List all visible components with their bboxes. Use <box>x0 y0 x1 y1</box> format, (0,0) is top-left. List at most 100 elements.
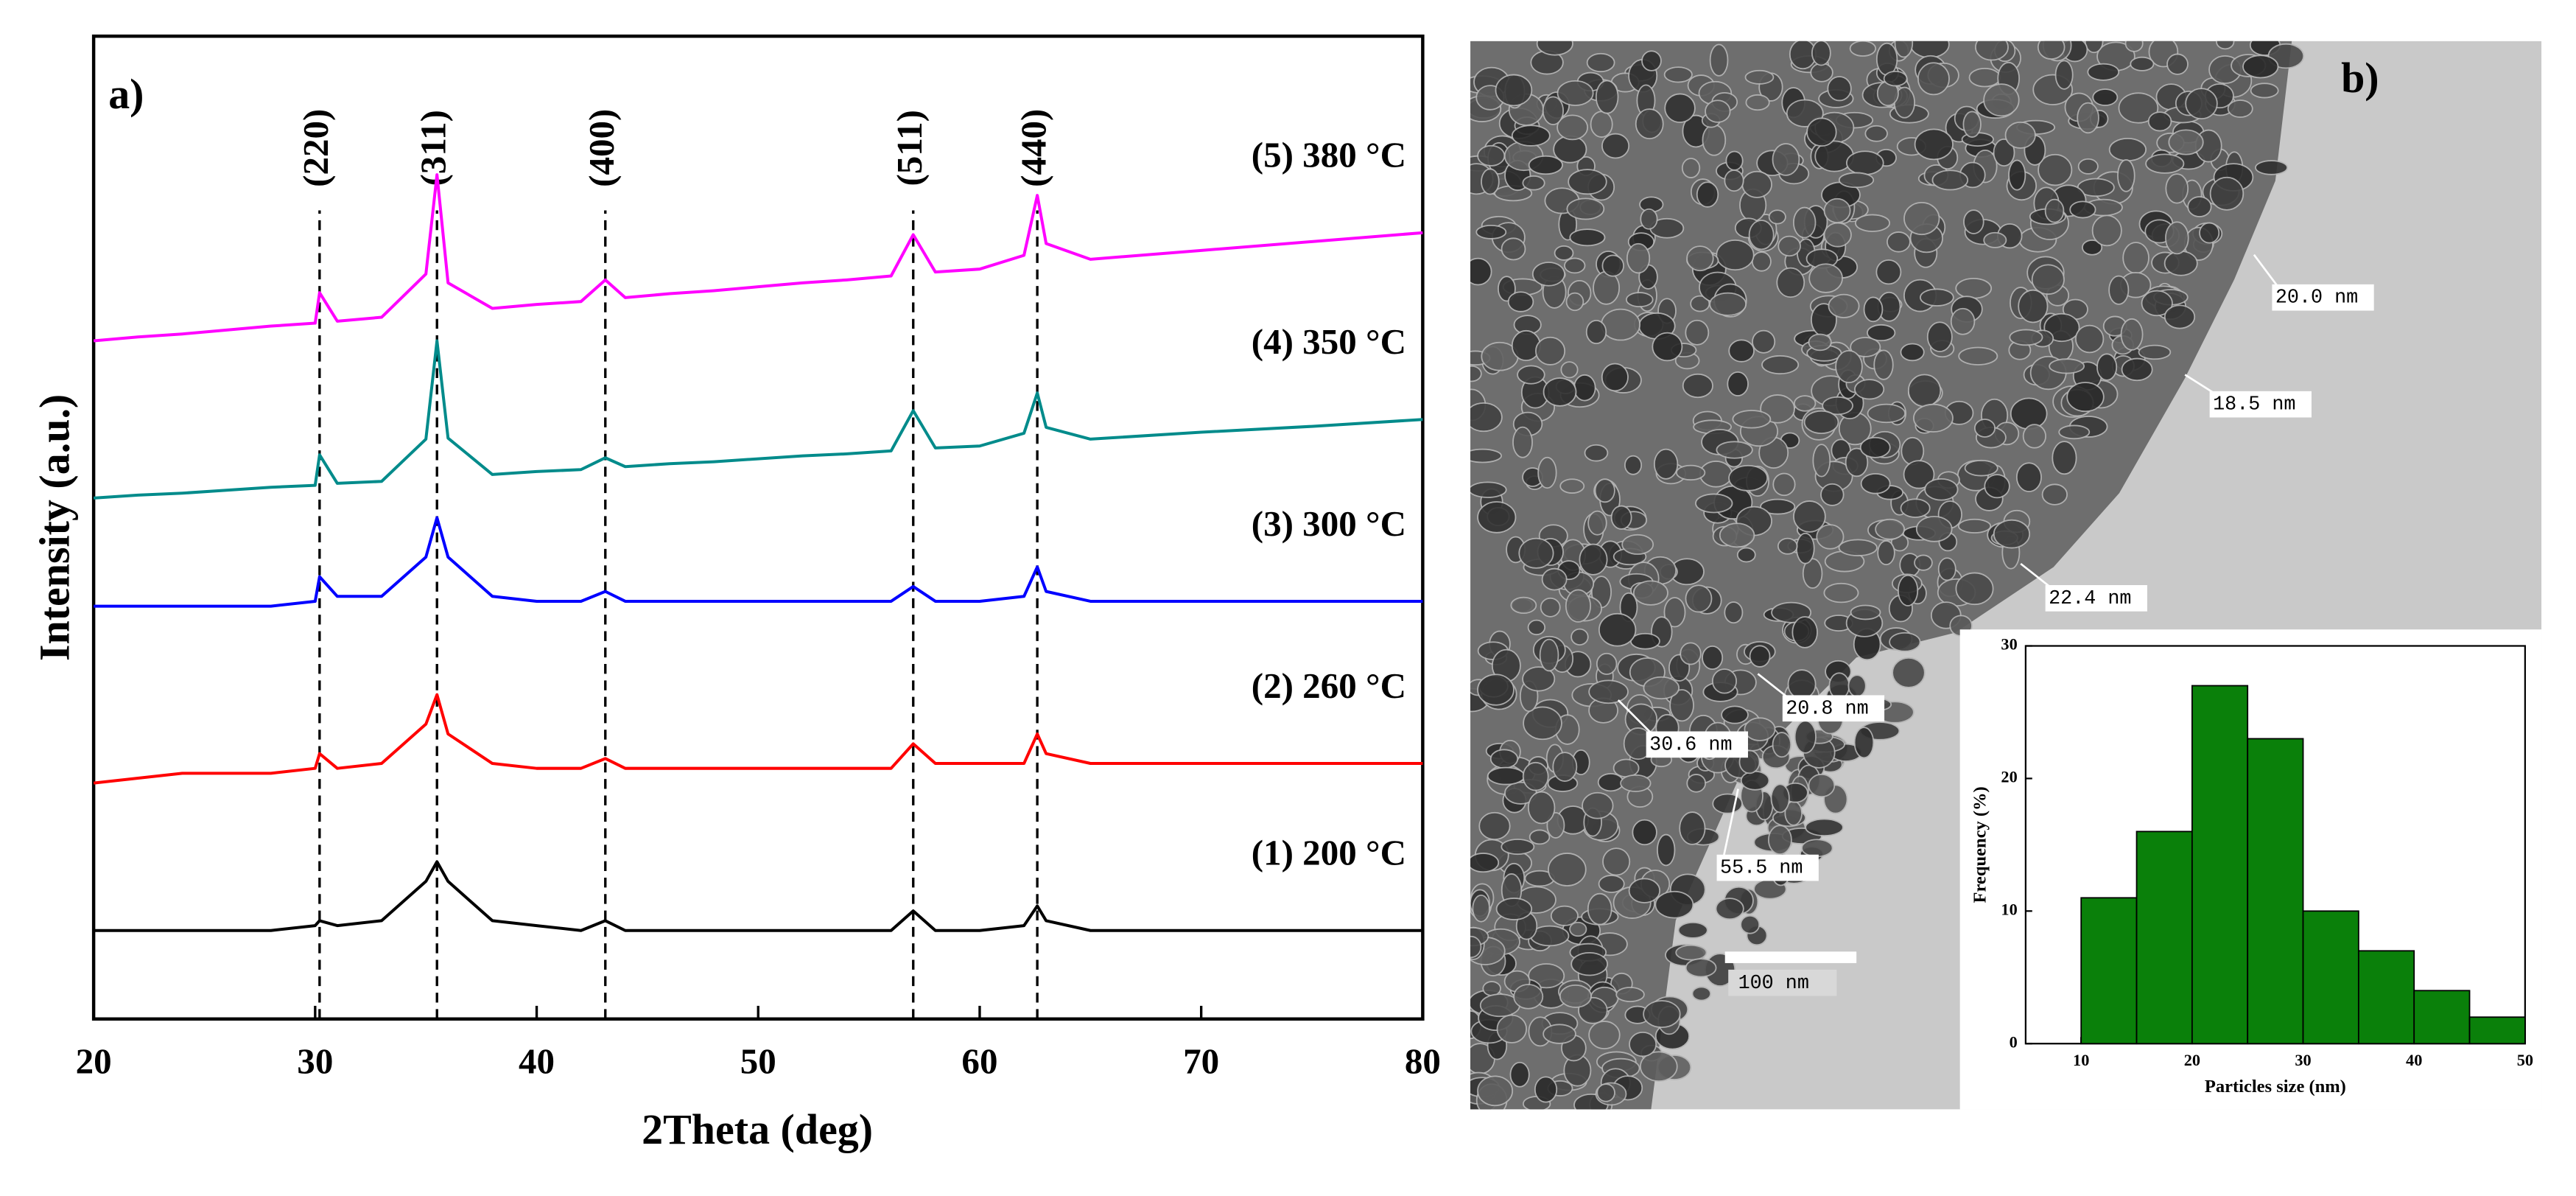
particle <box>1677 922 1708 939</box>
particle <box>1597 772 1624 792</box>
peak-label: (400) <box>581 109 622 187</box>
particle <box>1612 758 1640 778</box>
particle <box>1470 402 1503 433</box>
particle <box>2122 242 2149 274</box>
histogram-bar <box>2080 897 2138 1045</box>
x-tick-label: 40 <box>519 1041 555 1081</box>
particle <box>1535 336 1566 366</box>
particle <box>1540 597 1561 618</box>
particle <box>1793 395 1817 412</box>
particle <box>1565 589 1592 623</box>
particle <box>2124 41 2144 52</box>
particle <box>2185 88 2218 120</box>
particle <box>1657 833 1676 867</box>
particle <box>1860 472 1891 494</box>
particle <box>1808 333 1832 352</box>
particle <box>1640 208 1658 230</box>
particle <box>1937 557 1956 581</box>
particle <box>1598 875 1625 893</box>
particle <box>2052 441 2077 475</box>
particle <box>1596 652 1618 675</box>
particle <box>1475 224 1507 239</box>
particle <box>1470 365 1482 382</box>
annotation: 20.8 nm <box>1786 698 1868 720</box>
particle <box>1654 890 1694 919</box>
pointer <box>1722 788 1739 858</box>
particle <box>1501 237 1526 261</box>
particle <box>1748 220 1775 251</box>
particle <box>2038 153 2073 186</box>
xrd-line <box>94 516 1423 608</box>
particle <box>1859 436 1891 458</box>
annotation-box <box>1646 731 1748 758</box>
particle <box>1892 657 1926 688</box>
y-tick-label: 0 <box>2010 1032 2018 1051</box>
particle <box>1517 365 1545 385</box>
particle <box>1900 343 1925 362</box>
particle <box>2120 318 2144 351</box>
histogram-bar <box>2247 738 2304 1045</box>
particle <box>1724 169 1744 192</box>
particle <box>1527 619 1546 636</box>
annotation-box <box>1782 695 1885 722</box>
particle <box>2077 102 2099 134</box>
particle <box>1867 324 1896 342</box>
particle <box>1566 197 1605 220</box>
particle <box>1565 292 1584 312</box>
particle <box>1958 346 1998 366</box>
particle <box>1950 307 1976 335</box>
particle <box>1557 114 1589 141</box>
particle <box>1903 201 1940 236</box>
particle <box>1470 935 1482 959</box>
particle <box>2255 160 2289 175</box>
particle <box>1845 447 1869 478</box>
particle <box>1685 584 1713 613</box>
particle <box>1787 669 1817 700</box>
x-axis-label: Particles size (nm) <box>2205 1077 2346 1097</box>
particle <box>1808 773 1836 797</box>
particle <box>1564 257 1586 274</box>
particle <box>1828 293 1860 318</box>
particle <box>1854 379 1885 400</box>
particle <box>1509 1061 1530 1088</box>
particle <box>2084 41 2104 54</box>
particle <box>1850 604 1881 620</box>
particle <box>2009 329 2043 346</box>
xrd-line <box>93 339 1423 500</box>
xrd-line <box>94 860 1423 932</box>
annotation: 20.0 nm <box>2275 287 2358 310</box>
particle <box>1984 474 2010 499</box>
particle <box>1873 349 1894 380</box>
particle <box>1736 547 1756 563</box>
particle <box>1919 288 1954 307</box>
particle <box>1685 958 1717 978</box>
particle <box>1477 144 1506 167</box>
histogram-bar <box>2302 910 2359 1045</box>
particle <box>1752 329 1776 354</box>
particle <box>1570 628 1589 646</box>
particle <box>1602 847 1631 876</box>
particle <box>1725 150 1744 171</box>
particle <box>1481 168 1500 195</box>
scale-box <box>1728 969 1837 996</box>
particle <box>1903 460 1935 489</box>
particle <box>1632 580 1668 606</box>
particle <box>1823 197 1851 223</box>
particle <box>1487 766 1526 786</box>
particle <box>1588 679 1629 704</box>
particle <box>1915 515 1953 542</box>
x-axis-label: 2Theta (deg) <box>642 1105 873 1153</box>
particle <box>1559 478 1585 494</box>
particle <box>1702 124 1727 156</box>
particle <box>1652 332 1683 362</box>
particle <box>1557 80 1594 106</box>
particle <box>1820 483 1845 506</box>
particle <box>1621 534 1654 555</box>
particle <box>1863 296 1884 323</box>
particle <box>1792 206 1817 239</box>
particle <box>1803 410 1839 435</box>
particle <box>1495 898 1533 920</box>
histogram-bar <box>2357 950 2415 1045</box>
peak-label: (311) <box>413 110 453 186</box>
